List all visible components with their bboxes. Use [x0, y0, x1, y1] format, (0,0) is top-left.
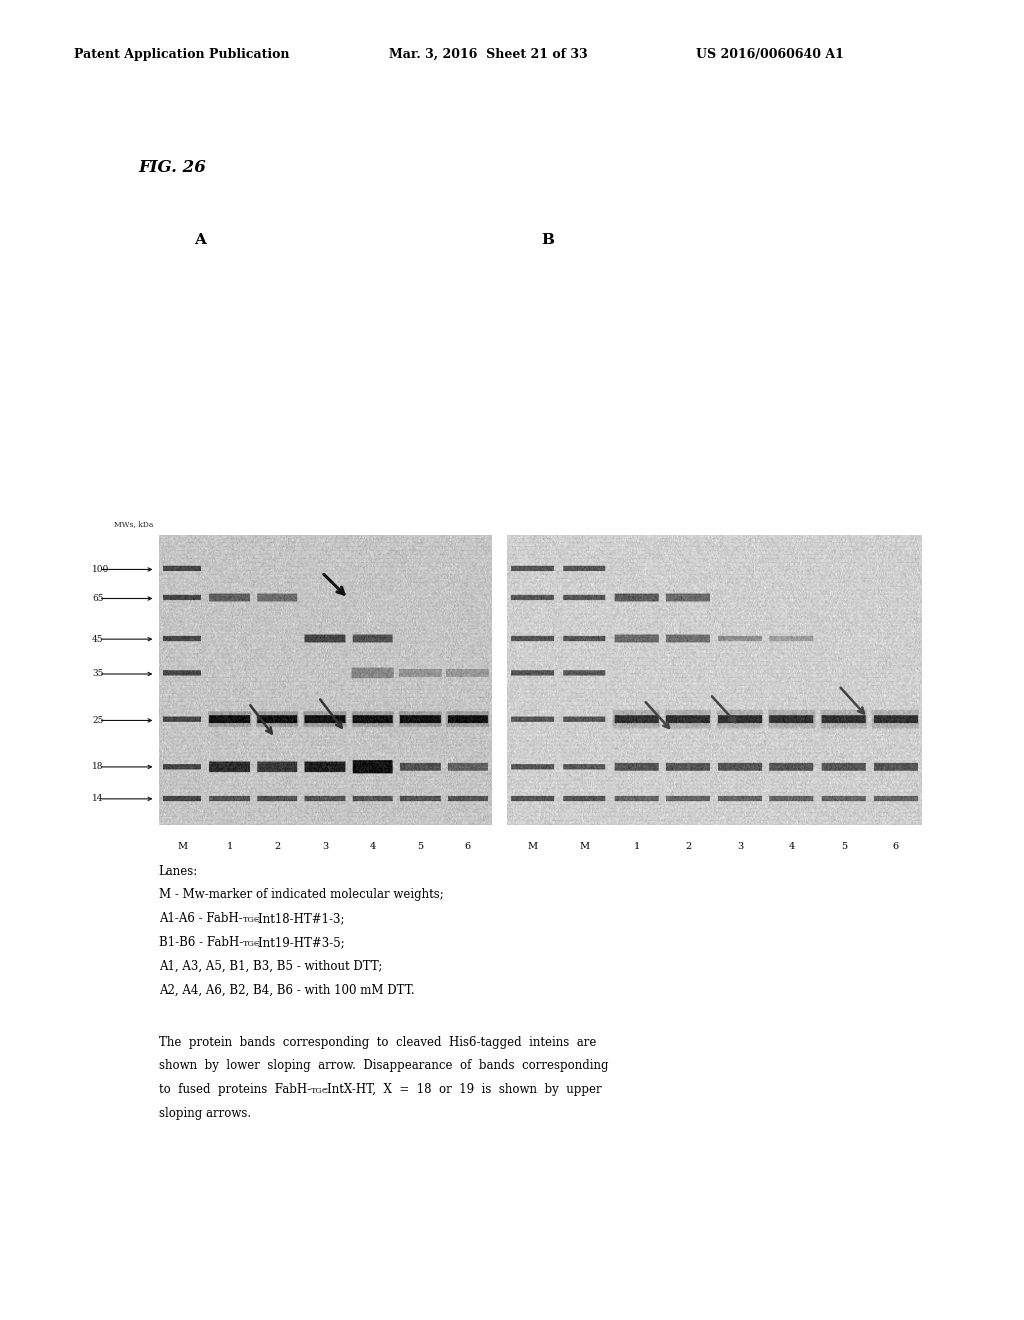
Text: 4: 4: [788, 842, 795, 851]
Text: shown  by  lower  sloping  arrow.  Disappearance  of  bands  corresponding: shown by lower sloping arrow. Disappeara…: [159, 1060, 608, 1072]
Text: MWs, kDa: MWs, kDa: [115, 520, 154, 528]
Text: 5: 5: [841, 842, 847, 851]
Text: -IntX-HT,  X  =  18  or  19  is  shown  by  upper: -IntX-HT, X = 18 or 19 is shown by upper: [323, 1084, 601, 1096]
Text: 2: 2: [685, 842, 691, 851]
Text: 100: 100: [92, 565, 110, 574]
Text: -Int19-HT#3-5;: -Int19-HT#3-5;: [255, 936, 345, 949]
Text: 1: 1: [227, 842, 233, 851]
Text: 4: 4: [370, 842, 376, 851]
Text: TGC: TGC: [243, 940, 261, 948]
Text: 14: 14: [92, 795, 103, 804]
Text: The  protein  bands  corresponding  to  cleaved  His6-tagged  inteins  are: The protein bands corresponding to cleav…: [159, 1036, 596, 1048]
Text: 1: 1: [634, 842, 640, 851]
Text: Lanes:: Lanes:: [159, 865, 198, 878]
Text: 65: 65: [92, 594, 103, 603]
Text: 6: 6: [893, 842, 899, 851]
Text: FIG. 26: FIG. 26: [138, 158, 206, 176]
Text: A2, A4, A6, B2, B4, B6 - with 100 mM DTT.: A2, A4, A6, B2, B4, B6 - with 100 mM DTT…: [159, 983, 415, 997]
Text: 18: 18: [92, 763, 103, 771]
Text: Mar. 3, 2016  Sheet 21 of 33: Mar. 3, 2016 Sheet 21 of 33: [389, 48, 588, 61]
Text: M: M: [580, 842, 590, 851]
Text: 25: 25: [92, 715, 103, 725]
Text: B: B: [542, 234, 554, 247]
Text: TGC: TGC: [311, 1088, 329, 1096]
Text: sloping arrows.: sloping arrows.: [159, 1107, 251, 1119]
Text: 2: 2: [274, 842, 281, 851]
Text: 5: 5: [417, 842, 423, 851]
Text: 3: 3: [737, 842, 743, 851]
Text: M: M: [527, 842, 538, 851]
Text: Patent Application Publication: Patent Application Publication: [74, 48, 289, 61]
Text: M: M: [177, 842, 187, 851]
Text: A1, A3, A5, B1, B3, B5 - without DTT;: A1, A3, A5, B1, B3, B5 - without DTT;: [159, 960, 382, 973]
Text: 45: 45: [92, 635, 103, 644]
Text: 6: 6: [465, 842, 471, 851]
Text: TGC: TGC: [243, 916, 260, 924]
Text: -Int18-HT#1-3;: -Int18-HT#1-3;: [254, 912, 345, 925]
Text: M - Mw-marker of indicated molecular weights;: M - Mw-marker of indicated molecular wei…: [159, 888, 443, 902]
Text: B1-B6 - FabH-: B1-B6 - FabH-: [159, 936, 243, 949]
Text: A: A: [194, 234, 206, 247]
Text: 3: 3: [322, 842, 329, 851]
Text: 35: 35: [92, 669, 103, 678]
Text: US 2016/0060640 A1: US 2016/0060640 A1: [696, 48, 844, 61]
Text: to  fused  proteins  FabH-: to fused proteins FabH-: [159, 1084, 311, 1096]
Text: A1-A6 - FabH-: A1-A6 - FabH-: [159, 912, 243, 925]
